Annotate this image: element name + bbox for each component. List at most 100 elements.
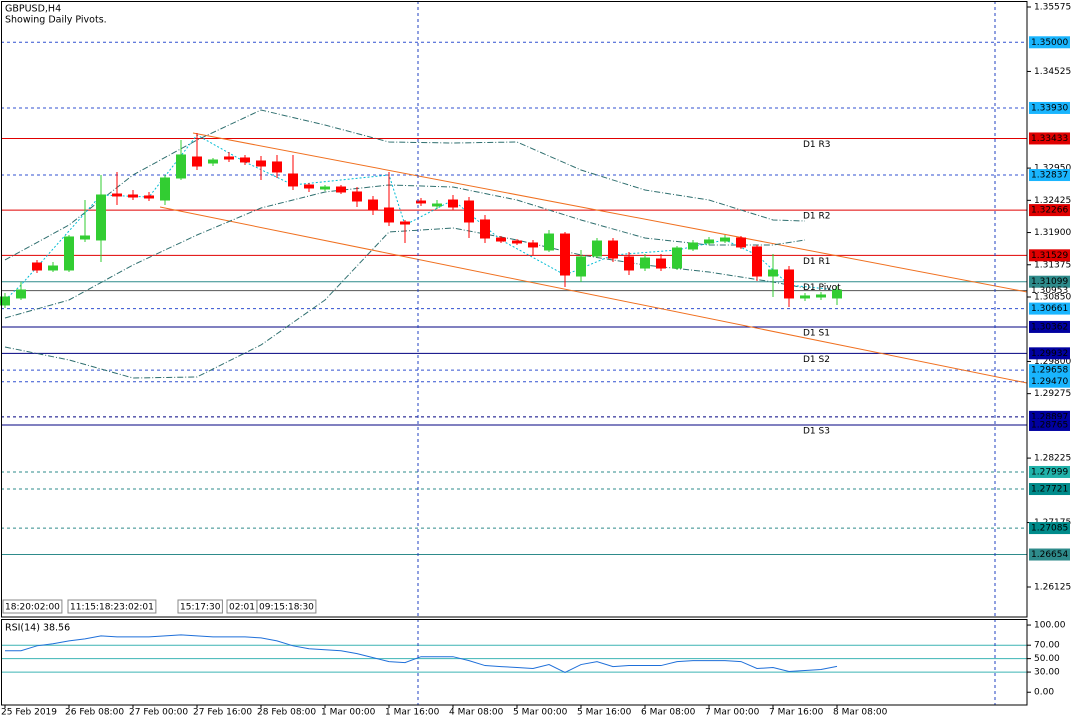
- candle-body: [192, 156, 202, 167]
- candle-body: [176, 154, 186, 179]
- price-label: 1.28897: [1031, 412, 1068, 422]
- x-tick-label: 4 Mar 08:00: [449, 708, 504, 718]
- candle-body: [672, 247, 682, 269]
- candle-body: [656, 258, 666, 269]
- price-label-box: [1029, 375, 1070, 388]
- price-label: 1.29932: [1031, 349, 1068, 359]
- candle-body: [736, 237, 746, 248]
- y-tick-label: 1.30850: [1034, 292, 1071, 302]
- candle-body: [288, 173, 298, 187]
- band-upper: [4, 109, 806, 261]
- price-label-box: [1029, 418, 1070, 431]
- candle-body: [224, 156, 234, 160]
- price-label-box: [1029, 169, 1070, 182]
- x-tick-label: 1 Mar 00:00: [321, 708, 376, 718]
- price-label: 1.31529: [1031, 251, 1068, 261]
- price-label: 1.33433: [1031, 134, 1068, 144]
- price-label: 1.32266: [1031, 206, 1068, 216]
- candle-body: [816, 294, 826, 298]
- candle-body: [16, 289, 26, 299]
- price-label-box: [1029, 347, 1070, 360]
- grid-layer: [1, 41, 1028, 673]
- candle-body: [256, 160, 266, 167]
- candle-body: [416, 200, 426, 204]
- session-box: [67, 599, 157, 614]
- session-box: [256, 599, 317, 614]
- session-label: 02:01: [229, 603, 255, 613]
- x-tick-label: 25 Feb 2019: [1, 708, 57, 718]
- rsi-frame: [1, 619, 1028, 706]
- candle-body: [128, 194, 138, 198]
- price-label-box: [1029, 249, 1070, 262]
- candle-body: [96, 194, 106, 241]
- candle-body: [384, 207, 394, 223]
- price-label: 1.29658: [1031, 366, 1068, 376]
- candle-body: [832, 289, 842, 299]
- candle-body: [48, 265, 58, 271]
- candle-body: [336, 186, 346, 193]
- candle-body: [688, 242, 698, 250]
- chart-title: GBPUSD,H4: [5, 4, 61, 15]
- candle-body: [608, 240, 618, 259]
- candle-body: [624, 256, 634, 271]
- chart-subtitle: Showing Daily Pivots.: [5, 15, 107, 26]
- price-label-box: [1029, 483, 1070, 496]
- y-tick-label: 1.31900: [1034, 228, 1071, 238]
- pivot-name: D1 S1: [803, 328, 830, 338]
- session-label: 09:15:18:30: [259, 603, 314, 613]
- candle-body: [368, 199, 378, 211]
- candle-body: [208, 159, 218, 164]
- pivot-name: D1 S2: [803, 355, 830, 365]
- y-tick-label: 1.26125: [1034, 582, 1071, 592]
- main-frame: [1, 1, 1028, 618]
- candle-body: [272, 161, 282, 173]
- session-box: [2, 599, 63, 614]
- trend-line: [159, 206, 1028, 384]
- price-label-box: [1029, 275, 1070, 288]
- price-label-box: [1029, 320, 1070, 333]
- price-label: 1.27721: [1031, 485, 1068, 495]
- x-tick-label: 5 Mar 16:00: [577, 708, 632, 718]
- marks-layer: [0, 109, 842, 674]
- pivot-name: D1 R1: [803, 257, 831, 267]
- candle-body: [576, 256, 586, 277]
- price-label-box: [1029, 132, 1070, 145]
- price-label: 1.30661: [1031, 304, 1068, 314]
- price-label: 1.29470: [1031, 377, 1068, 387]
- candle-body: [304, 184, 314, 189]
- candle-body: [496, 237, 506, 242]
- y-tick-label: 1.34525: [1034, 67, 1071, 77]
- price-label: 1.32837: [1031, 171, 1068, 181]
- price-label-box: [1029, 302, 1070, 315]
- x-tick-label: 6 Mar 08:00: [641, 708, 696, 718]
- price-label: 1.31099: [1031, 277, 1068, 287]
- y-tick-label: 1.35575: [1034, 2, 1071, 12]
- candle-body: [32, 262, 42, 271]
- x-tick-label: 28 Feb 08:00: [257, 708, 316, 718]
- candle-body: [784, 269, 794, 299]
- x-tick-label: 8 Mar 08:00: [833, 708, 888, 718]
- rsi-line: [5, 634, 838, 674]
- price-label: 1.30362: [1031, 322, 1068, 332]
- rsi-label: RSI(14) 38.56: [5, 623, 70, 634]
- candle-body: [112, 193, 122, 197]
- price-label: 1.35000: [1031, 38, 1068, 48]
- ma-line: [4, 134, 838, 301]
- candle-body: [80, 235, 90, 240]
- candle-body: [240, 157, 250, 163]
- candle-body: [768, 269, 778, 277]
- candle-body: [448, 199, 458, 208]
- pivot-name: D1 R3: [803, 140, 831, 150]
- session-box: [177, 599, 223, 614]
- candle-body: [752, 246, 762, 277]
- y-tick-label: 1.29275: [1034, 389, 1071, 399]
- rsi-tick-label: 70.00: [1034, 641, 1060, 651]
- price-label: 1.33930: [1031, 103, 1068, 113]
- x-tick-label: 27 Feb 00:00: [129, 708, 188, 718]
- y-tick-label: 1.29800: [1034, 357, 1071, 367]
- rsi-tick-label: 50.00: [1034, 654, 1060, 664]
